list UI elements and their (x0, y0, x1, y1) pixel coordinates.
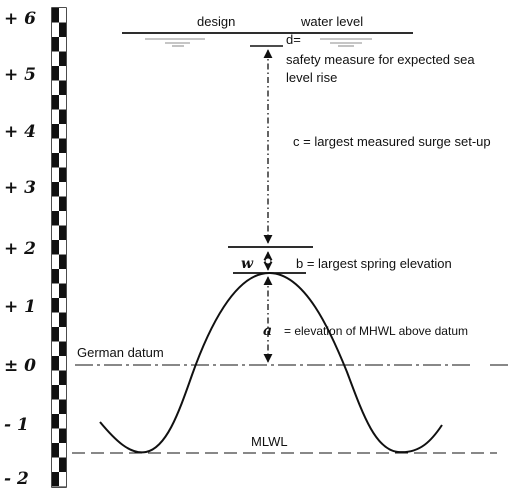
staff-block (52, 139, 59, 154)
staff-block (52, 313, 59, 328)
staff-block (52, 385, 59, 400)
tick-label-plus-2: + 2 (4, 239, 36, 259)
staff-block (52, 443, 59, 458)
staff-block (52, 23, 59, 38)
a-symbol: a (263, 323, 272, 339)
staff-block (52, 8, 59, 23)
staff-block (59, 23, 66, 38)
staff-block (52, 458, 59, 473)
staff-block (52, 197, 59, 212)
staff-block (52, 429, 59, 444)
staff-block (52, 400, 59, 415)
staff-block (59, 124, 66, 139)
a-description: = elevation of MHWL above datum (284, 324, 468, 338)
staff-block (59, 269, 66, 284)
tick-label-plus-1: + 1 (4, 297, 36, 317)
water-level-label: water level (300, 14, 363, 29)
staff-block (52, 226, 59, 241)
staff-block (52, 356, 59, 371)
staff-block (52, 182, 59, 197)
staff-block (59, 400, 66, 415)
staff-block (59, 95, 66, 110)
staff-block (52, 211, 59, 226)
staff-block (52, 52, 59, 67)
staff-block (52, 342, 59, 357)
staff-block (59, 226, 66, 241)
tick-label-plus-5: + 5 (4, 65, 36, 85)
staff-block (52, 269, 59, 284)
staff-block (59, 487, 66, 488)
staff-block (59, 110, 66, 125)
staff-block (59, 168, 66, 183)
staff-block (59, 443, 66, 458)
staff-block (52, 124, 59, 139)
staff-block (52, 298, 59, 313)
staff-block (52, 327, 59, 342)
staff-block (59, 313, 66, 328)
staff-block (59, 255, 66, 270)
b-midpoint-marker (265, 258, 271, 264)
staff-block (52, 37, 59, 52)
tick-label-plus-3: + 3 (4, 178, 36, 198)
mlwl-label: MLWL (251, 434, 288, 449)
w-symbol: w (241, 256, 254, 272)
staff-block (52, 371, 59, 386)
d-description-line2: level rise (286, 70, 337, 85)
staff-block (52, 95, 59, 110)
tick-label-zero: ± 0 (4, 356, 36, 376)
staff-block (52, 240, 59, 255)
staff-block (59, 472, 66, 487)
b-description: b = largest spring elevation (296, 256, 452, 271)
staff-block (59, 8, 66, 23)
staff-block (59, 37, 66, 52)
scale-tick-labels: + 6 + 5 + 4 + 3 + 2 + 1 ± 0 - 1 - 2 (4, 9, 36, 489)
staff-block (52, 255, 59, 270)
design-label: design (197, 14, 235, 29)
staff-block (59, 458, 66, 473)
staff-block (52, 414, 59, 429)
staff-block (59, 182, 66, 197)
staff-block (52, 284, 59, 299)
d-symbol: d= (286, 32, 301, 47)
staff-block (59, 81, 66, 96)
gauge-staff (52, 8, 66, 487)
staff-block (59, 240, 66, 255)
staff-block (59, 327, 66, 342)
staff-block (52, 153, 59, 168)
german-datum-label: German datum (77, 345, 164, 360)
tick-label-minus-2: - 2 (4, 469, 29, 489)
staff-block (52, 472, 59, 487)
design-water-level-line (122, 33, 413, 46)
staff-block (52, 168, 59, 183)
staff-block (59, 298, 66, 313)
tick-label-minus-1: - 1 (4, 415, 29, 435)
staff-block (59, 414, 66, 429)
staff-block (59, 342, 66, 357)
staff-block (59, 429, 66, 444)
staff-block (59, 356, 66, 371)
tick-label-plus-6: + 6 (4, 9, 36, 29)
staff-block (52, 110, 59, 125)
staff-block (59, 52, 66, 67)
staff-block (59, 139, 66, 154)
tick-label-plus-4: + 4 (4, 122, 36, 142)
staff-block (59, 371, 66, 386)
staff-block (52, 66, 59, 81)
staff-block (59, 66, 66, 81)
tide-curve (100, 273, 442, 452)
staff-block (59, 153, 66, 168)
staff-block (59, 284, 66, 299)
staff-block (59, 197, 66, 212)
staff-block (59, 385, 66, 400)
staff-block (59, 211, 66, 226)
d-description-line1: safety measure for expected sea (286, 52, 475, 67)
staff-block (52, 81, 59, 96)
staff-block (52, 487, 59, 488)
c-description: c = largest measured surge set-up (293, 134, 491, 149)
